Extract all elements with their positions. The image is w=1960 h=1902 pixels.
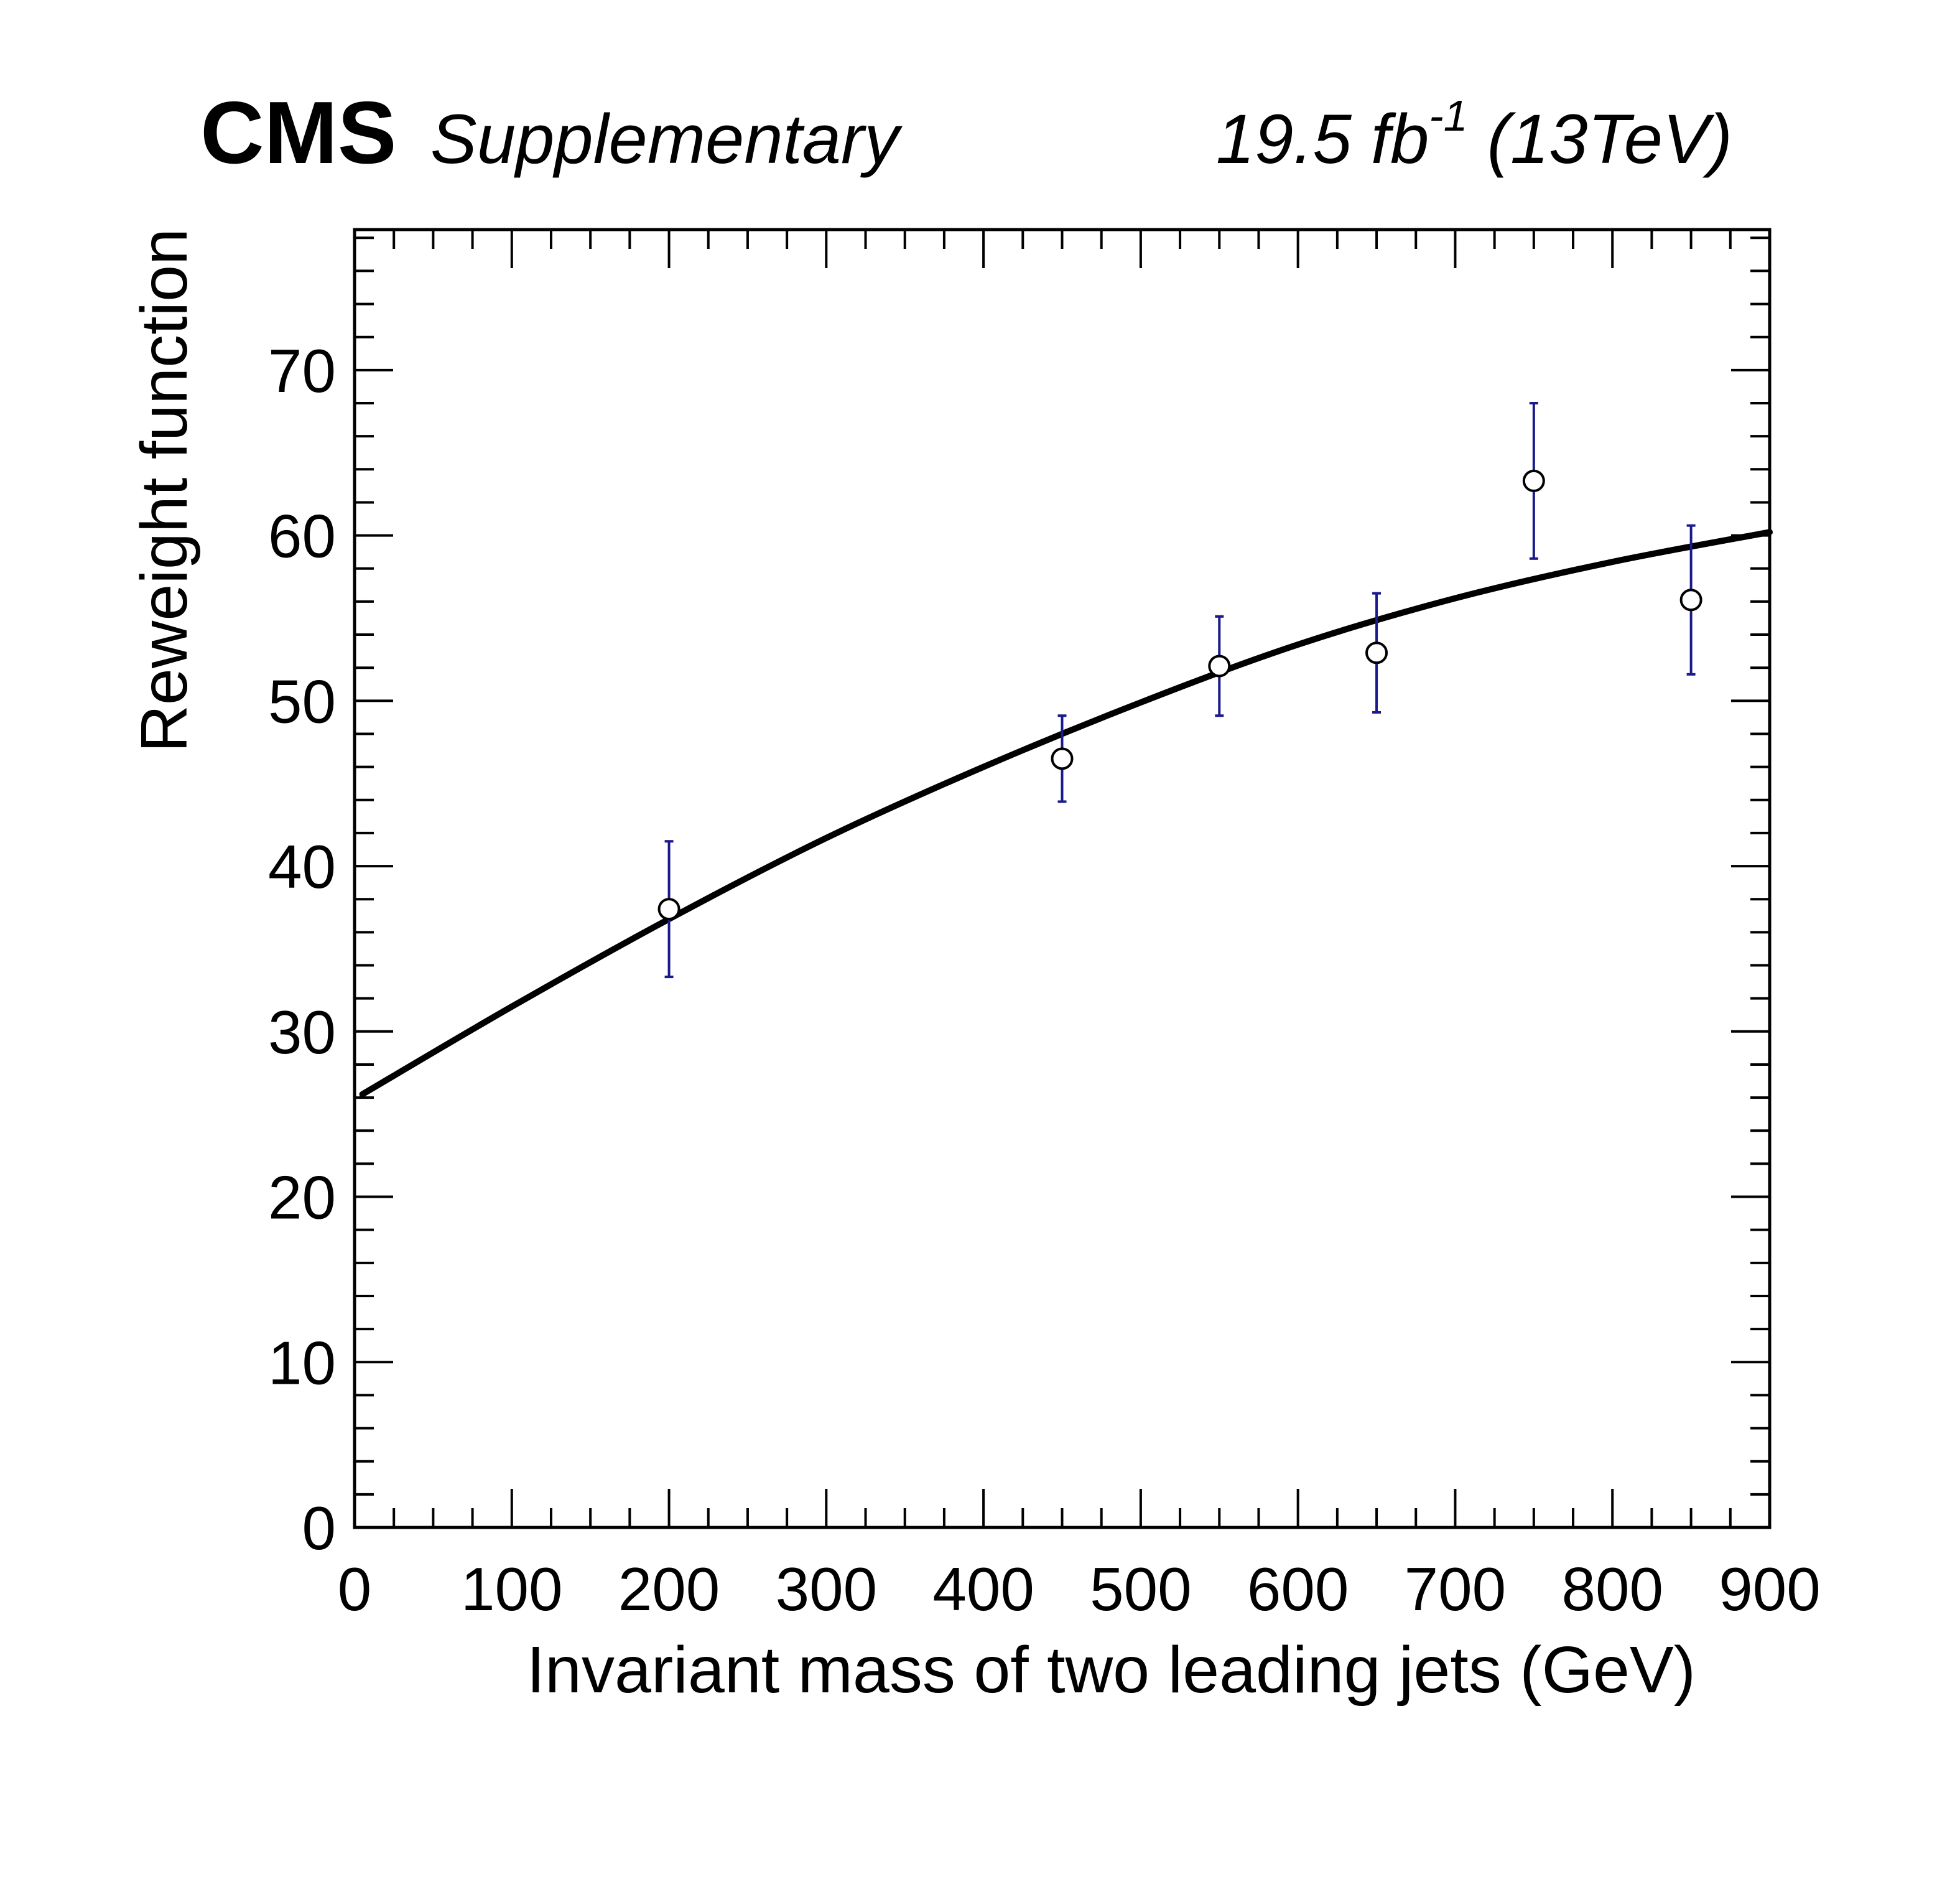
y-tick-label: 60 [268, 502, 336, 571]
y-tick-label: 40 [268, 832, 336, 901]
cms-title: CMS [200, 83, 397, 182]
y-axis-title: Reweight function [128, 228, 201, 753]
plot-frame [353, 228, 1772, 1529]
cms-supplementary-label: Supplementary [430, 100, 903, 178]
x-tick-label: 100 [461, 1555, 563, 1623]
x-tick-label: 200 [618, 1555, 720, 1623]
fit-curve [359, 529, 1773, 1098]
y-tick-label: 20 [268, 1163, 336, 1232]
data-points-group [657, 402, 1702, 979]
data-point [1365, 641, 1388, 664]
data-point [657, 898, 680, 921]
luminosity-value: 19.5 fb [1216, 100, 1429, 178]
energy-label: (13TeV) [1487, 100, 1732, 178]
x-tick-label: 900 [1719, 1555, 1821, 1623]
y-tick-label: 30 [268, 998, 336, 1066]
y-tick-labels: 0 10 20 30 40 50 60 70 [268, 337, 336, 1562]
data-point [1522, 469, 1545, 492]
x-tick-label: 600 [1247, 1555, 1349, 1623]
fit-curve-group [359, 529, 1773, 1098]
luminosity-space [1468, 100, 1487, 178]
luminosity-exponent: -1 [1429, 91, 1467, 140]
y-tick-label: 50 [268, 667, 336, 735]
data-point [1051, 747, 1074, 770]
data-point [1679, 589, 1702, 612]
x-tick-label: 500 [1090, 1555, 1192, 1623]
x-tick-label: 300 [776, 1555, 878, 1623]
luminosity-label: 19.5 fb-1 (13TeV) [1216, 91, 1732, 178]
y-tick-label: 10 [268, 1328, 336, 1397]
data-point [1208, 655, 1231, 678]
y-tick-label: 0 [302, 1494, 336, 1562]
y-tick-label: 70 [268, 337, 336, 405]
x-axis-title: Invariant mass of two leading jets (GeV) [527, 1633, 1696, 1707]
axis-ticks [353, 230, 1771, 1529]
x-tick-label: 400 [932, 1555, 1034, 1623]
x-tick-label: 700 [1405, 1555, 1507, 1623]
x-tick-labels: 0 100 200 300 400 500 600 700 800 900 [338, 1555, 1821, 1623]
x-tick-label: 0 [338, 1555, 372, 1623]
x-tick-label: 800 [1561, 1555, 1663, 1623]
